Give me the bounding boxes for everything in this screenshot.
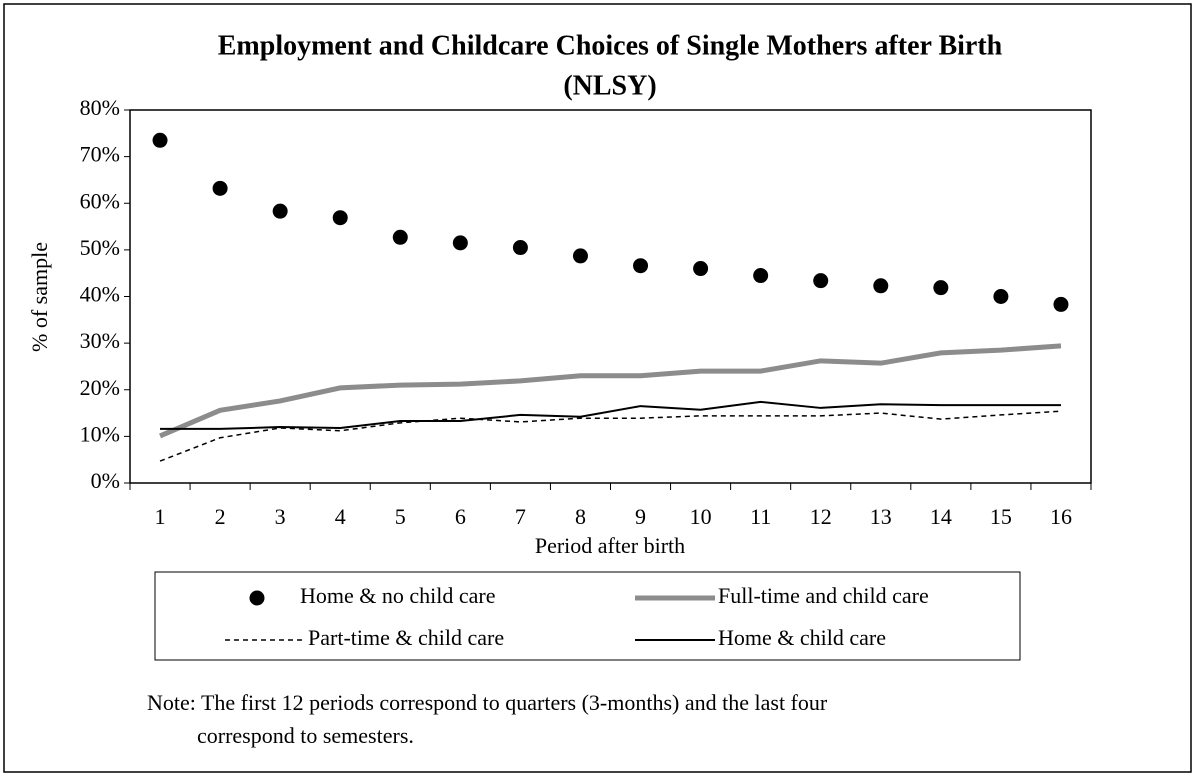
y-tick-label: 70% — [80, 142, 120, 167]
series-line — [160, 400, 1061, 430]
marker — [933, 280, 949, 296]
marker — [152, 132, 168, 148]
x-tick-label: 9 — [635, 504, 646, 529]
marker — [873, 278, 889, 294]
series-line — [159, 343, 1062, 439]
marker — [633, 258, 649, 274]
y-tick-label: 50% — [80, 235, 120, 260]
marker — [272, 203, 288, 219]
x-tick-label: 13 — [870, 504, 892, 529]
x-tick-label: 10 — [690, 504, 712, 529]
marker — [212, 180, 228, 196]
y-axis-label: % of sample — [27, 242, 52, 352]
marker — [753, 268, 769, 284]
chart-title: Employment and Childcare Choices of Sing… — [218, 30, 1003, 61]
y-tick-label: 80% — [80, 95, 120, 120]
marker — [1053, 296, 1069, 312]
legend-label: Part-time & child care — [308, 625, 504, 650]
legend-marker — [249, 590, 265, 606]
marker — [332, 210, 348, 226]
legend-label: Home & no child care — [300, 583, 496, 608]
y-tick-label: 60% — [80, 188, 120, 213]
marker — [572, 248, 588, 264]
x-tick-label: 4 — [335, 504, 346, 529]
note: Note: The first 12 periods correspond to… — [147, 690, 828, 715]
x-tick-label: 15 — [990, 504, 1012, 529]
x-tick-label: 16 — [1050, 504, 1072, 529]
chart-title: (NLSY) — [563, 70, 656, 101]
legend-label: Home & child care — [718, 625, 886, 650]
marker — [392, 229, 408, 245]
x-tick-label: 1 — [155, 504, 166, 529]
marker — [813, 273, 829, 289]
x-tick-label: 7 — [515, 504, 526, 529]
x-tick-label: 2 — [215, 504, 226, 529]
note: correspond to semesters. — [197, 723, 414, 748]
y-tick-label: 30% — [80, 328, 120, 353]
marker — [452, 235, 468, 251]
x-tick-label: 6 — [455, 504, 466, 529]
x-tick-label: 12 — [810, 504, 832, 529]
x-tick-label: 3 — [275, 504, 286, 529]
y-tick-label: 40% — [80, 282, 120, 307]
legend-box — [154, 571, 1021, 661]
y-tick-label: 0% — [91, 468, 120, 493]
x-tick-label: 14 — [930, 504, 952, 529]
y-tick-label: 20% — [80, 375, 120, 400]
x-axis-label: Period after birth — [535, 533, 685, 558]
legend-label: Full-time and child care — [718, 583, 929, 608]
x-tick-label: 11 — [750, 504, 771, 529]
marker — [512, 240, 528, 256]
marker — [693, 261, 709, 277]
frame — [3, 3, 1192, 773]
x-tick-label: 5 — [395, 504, 406, 529]
y-tick-label: 10% — [80, 421, 120, 446]
marker — [993, 289, 1009, 304]
series-line — [159, 410, 1062, 462]
x-tick-label: 8 — [575, 504, 586, 529]
